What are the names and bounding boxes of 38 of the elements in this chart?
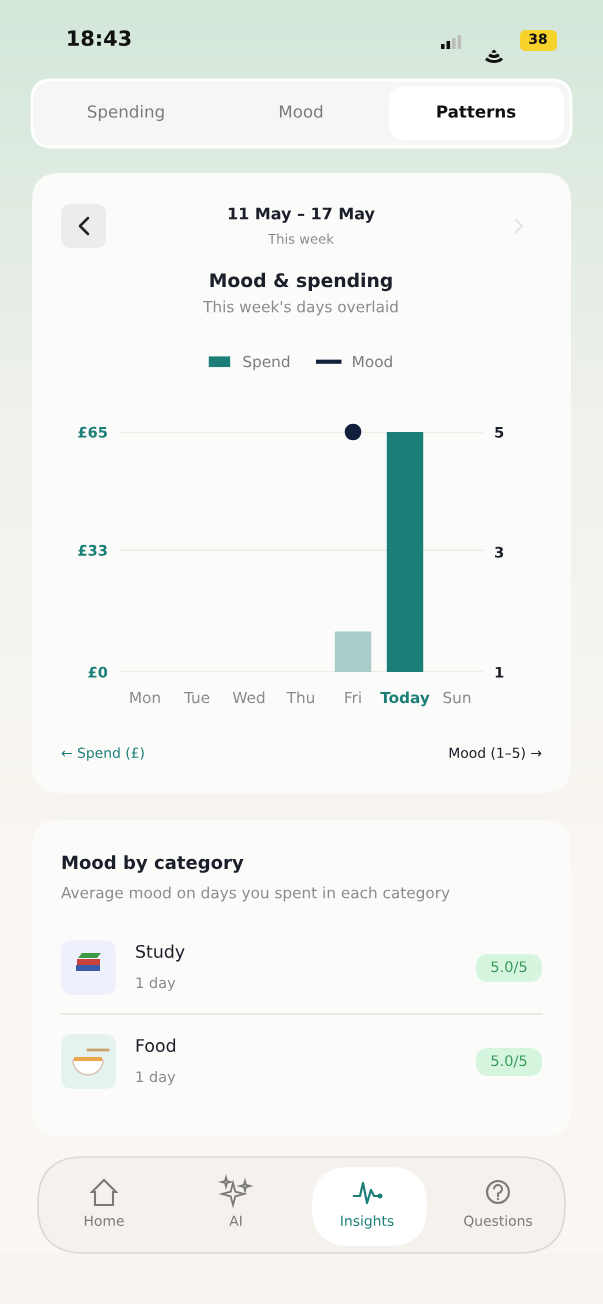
text: AI	[229, 1215, 242, 1226]
text: Food	[136, 1038, 176, 1053]
text: Study	[136, 944, 185, 962]
text: This week	[268, 233, 334, 244]
x-tick-label: Tue	[183, 691, 210, 704]
text: Spending	[87, 104, 164, 122]
x-tick-label: Fri	[345, 691, 361, 704]
y2-tick-label: 5	[495, 426, 504, 438]
x-tick-label: Mon	[130, 691, 160, 704]
legend-label: Mood	[353, 355, 392, 368]
y-axis-title: ← Spend (£)	[61, 747, 144, 761]
text: 18:43	[68, 30, 131, 47]
text: 5.0/5	[491, 961, 527, 974]
x-tick-label: Today	[380, 691, 430, 707]
y2-tick-label: 3	[495, 546, 504, 558]
text: 38	[529, 33, 547, 45]
chart-subtitle: This week's days overlaid	[203, 300, 398, 316]
text: Insights	[341, 1215, 394, 1229]
text: Home	[84, 1215, 124, 1227]
text: Mood	[279, 104, 323, 118]
y-tick-label: £65	[78, 426, 107, 438]
text: 1 day	[136, 976, 176, 992]
legend-label: Spend	[243, 355, 290, 371]
y-tick-label: £0	[88, 666, 108, 678]
text: Questions	[464, 1215, 532, 1228]
text: 1 day	[136, 1070, 176, 1086]
text: Patterns	[437, 105, 516, 118]
text: 5.0/5	[491, 1055, 527, 1068]
x-tick-label: Wed	[232, 691, 265, 704]
y2-axis-title: Mood (1–5) →	[449, 747, 542, 760]
x-tick-label: Thu	[286, 691, 314, 704]
y-tick-label: £33	[78, 544, 107, 556]
x-tick-label: Sun	[443, 691, 471, 704]
text: Average mood on days you spent in each category	[61, 886, 450, 902]
y2-tick-label: 1	[495, 666, 504, 678]
chart-title: Mood & spending	[210, 272, 392, 292]
text: 11 May – 17 May	[228, 207, 375, 223]
text: Mood by category	[62, 855, 244, 873]
